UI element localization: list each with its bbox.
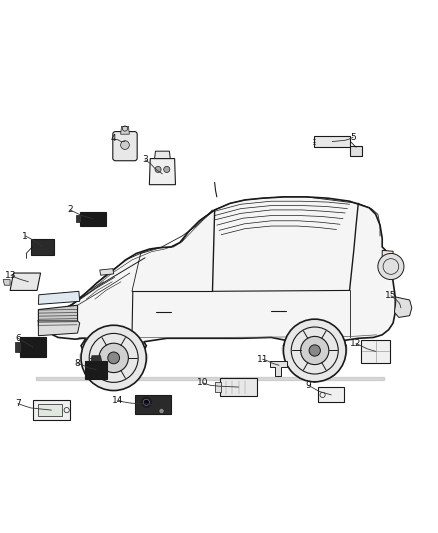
Circle shape xyxy=(164,166,170,173)
Text: 15: 15 xyxy=(385,291,397,300)
Circle shape xyxy=(155,166,161,173)
Polygon shape xyxy=(215,382,221,392)
Circle shape xyxy=(99,343,128,373)
Polygon shape xyxy=(91,356,102,361)
Text: 2: 2 xyxy=(67,205,73,214)
FancyBboxPatch shape xyxy=(80,212,106,225)
Polygon shape xyxy=(39,321,80,336)
Polygon shape xyxy=(120,126,129,134)
Circle shape xyxy=(143,399,149,405)
FancyBboxPatch shape xyxy=(350,147,362,156)
Text: 1: 1 xyxy=(22,231,28,240)
Text: 14: 14 xyxy=(112,395,124,405)
Text: 11: 11 xyxy=(257,354,268,364)
Polygon shape xyxy=(10,273,41,290)
Polygon shape xyxy=(155,151,170,158)
FancyBboxPatch shape xyxy=(33,400,70,420)
Text: 8: 8 xyxy=(74,359,81,368)
FancyBboxPatch shape xyxy=(361,340,390,362)
FancyBboxPatch shape xyxy=(135,395,171,414)
Polygon shape xyxy=(79,354,148,385)
Circle shape xyxy=(141,397,152,408)
Text: 9: 9 xyxy=(305,381,311,390)
Polygon shape xyxy=(3,279,10,285)
Text: 6: 6 xyxy=(15,334,21,343)
Circle shape xyxy=(120,141,129,149)
Polygon shape xyxy=(15,342,21,352)
Circle shape xyxy=(159,408,164,414)
Circle shape xyxy=(108,352,120,364)
Circle shape xyxy=(300,336,329,365)
Circle shape xyxy=(81,325,146,391)
FancyBboxPatch shape xyxy=(32,239,54,255)
Text: 3: 3 xyxy=(142,156,148,164)
Text: 12: 12 xyxy=(350,339,362,348)
Polygon shape xyxy=(41,326,69,333)
Circle shape xyxy=(378,254,404,279)
Polygon shape xyxy=(76,215,81,222)
Text: 7: 7 xyxy=(15,399,21,408)
Text: 10: 10 xyxy=(197,378,208,387)
Polygon shape xyxy=(39,305,78,326)
Circle shape xyxy=(283,319,346,382)
Polygon shape xyxy=(39,292,80,304)
FancyBboxPatch shape xyxy=(318,387,344,402)
FancyBboxPatch shape xyxy=(220,378,257,396)
FancyBboxPatch shape xyxy=(314,136,350,147)
Polygon shape xyxy=(270,361,287,376)
Text: 13: 13 xyxy=(5,271,17,280)
FancyBboxPatch shape xyxy=(113,132,137,161)
Polygon shape xyxy=(394,297,412,318)
Text: 4: 4 xyxy=(111,134,117,143)
Circle shape xyxy=(309,345,320,356)
Polygon shape xyxy=(100,269,114,275)
Text: 5: 5 xyxy=(350,133,356,142)
FancyBboxPatch shape xyxy=(20,337,46,357)
Polygon shape xyxy=(149,158,176,184)
Polygon shape xyxy=(282,347,348,377)
Polygon shape xyxy=(382,251,393,261)
Polygon shape xyxy=(39,197,395,382)
Polygon shape xyxy=(39,404,62,416)
FancyBboxPatch shape xyxy=(85,360,107,379)
